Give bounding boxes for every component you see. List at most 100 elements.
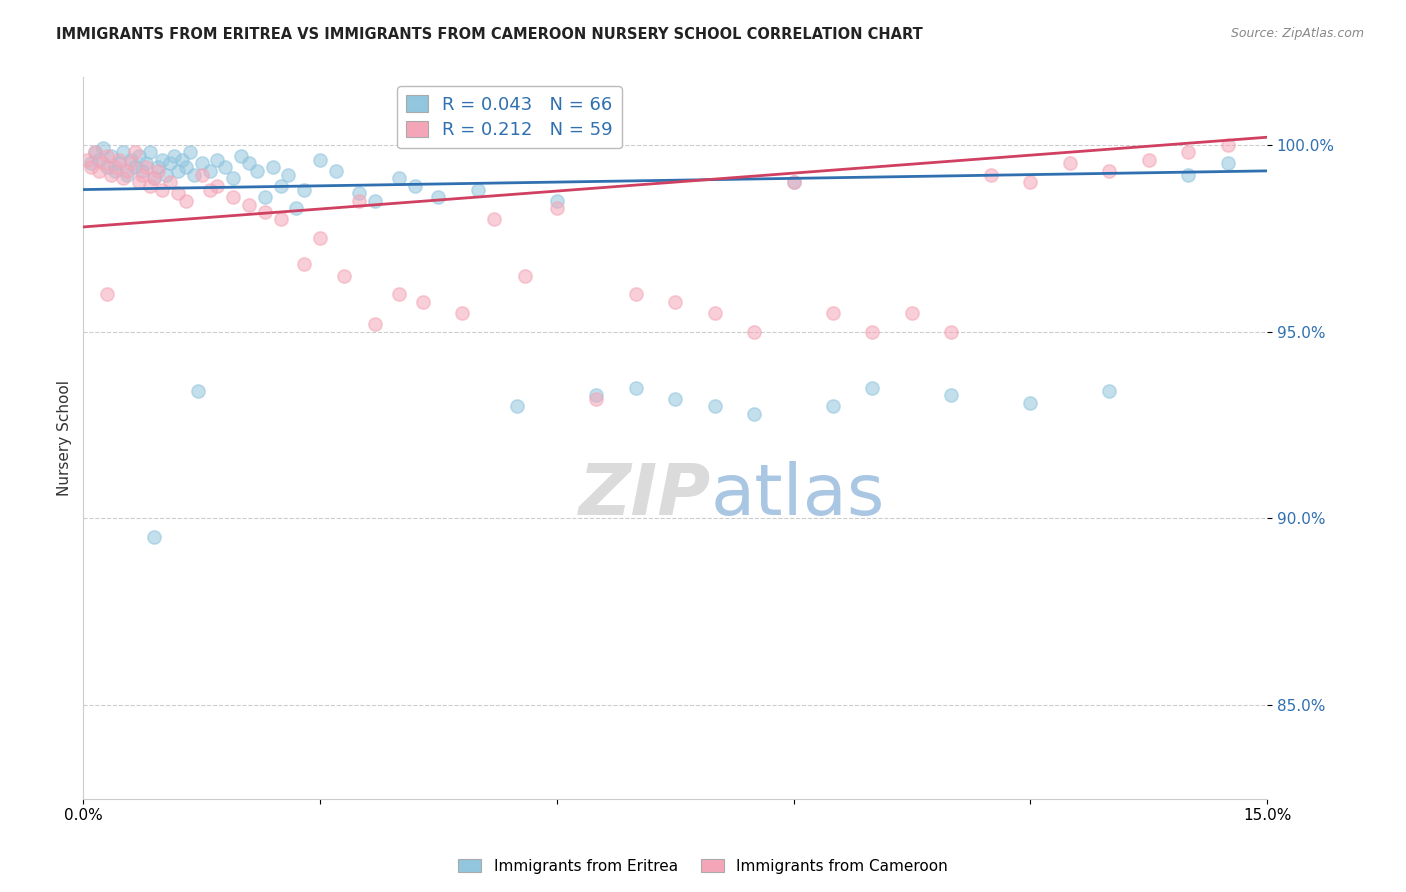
Point (111, 171, 134, 186)
Point (76, 153, 98, 167)
Point (404, 178, 426, 193)
Point (349, 186, 371, 201)
Text: IMMIGRANTS FROM ERITREA VS IMMIGRANTS FROM CAMEROON NURSERY SCHOOL CORRELATION C: IMMIGRANTS FROM ERITREA VS IMMIGRANTS FR… (56, 27, 922, 42)
Point (87, 153, 110, 167)
Point (174, 160, 197, 174)
Point (309, 231, 332, 245)
Point (128, 149, 150, 163)
Point (1177, 168, 1199, 182)
Point (96, 287, 118, 301)
Point (131, 164, 153, 178)
Point (1216, 137, 1239, 152)
Point (325, 164, 347, 178)
Point (246, 164, 269, 178)
Text: atlas: atlas (710, 461, 884, 531)
Point (1216, 156, 1239, 170)
Point (107, 153, 129, 167)
Point (107, 156, 129, 170)
Point (91, 156, 114, 170)
Point (277, 168, 299, 182)
Point (135, 160, 157, 174)
Point (183, 168, 205, 182)
Point (124, 145, 146, 160)
Point (309, 153, 332, 167)
Point (222, 171, 245, 186)
Point (150, 183, 173, 197)
Point (270, 212, 292, 227)
Point (115, 164, 138, 178)
Point (941, 325, 963, 339)
Point (506, 400, 529, 414)
Point (901, 306, 924, 320)
Point (412, 294, 434, 309)
Point (238, 156, 260, 170)
Point (703, 400, 725, 414)
Point (364, 317, 387, 331)
Y-axis label: Nursery School: Nursery School (58, 380, 72, 496)
Point (148, 160, 170, 174)
Legend: Immigrants from Eritrea, Immigrants from Cameroon: Immigrants from Eritrea, Immigrants from… (453, 853, 953, 880)
Point (980, 168, 1002, 182)
Point (207, 153, 229, 167)
Point (159, 175, 181, 189)
Point (115, 168, 138, 182)
Point (167, 186, 190, 201)
Point (111, 145, 134, 160)
Point (100, 168, 122, 182)
Point (941, 388, 963, 402)
Point (96, 149, 118, 163)
Point (546, 194, 568, 208)
Point (238, 197, 260, 211)
Point (179, 145, 201, 160)
Point (187, 384, 209, 399)
Point (124, 160, 146, 174)
Point (262, 160, 284, 174)
Point (285, 201, 308, 215)
Point (1059, 156, 1081, 170)
Point (821, 400, 844, 414)
Point (128, 175, 150, 189)
Point (546, 201, 568, 215)
Point (742, 325, 765, 339)
Text: ZIP: ZIP (578, 461, 710, 531)
Point (190, 156, 212, 170)
Point (120, 156, 142, 170)
Point (84, 145, 107, 160)
Point (135, 156, 157, 170)
Point (482, 212, 505, 227)
Point (862, 381, 884, 395)
Point (585, 392, 607, 406)
Point (198, 164, 221, 178)
Point (139, 145, 162, 160)
Point (148, 164, 170, 178)
Point (1019, 395, 1042, 409)
Point (664, 392, 686, 406)
Point (703, 306, 725, 320)
Point (159, 156, 181, 170)
Point (170, 153, 193, 167)
Point (198, 183, 221, 197)
Point (821, 306, 844, 320)
Point (84, 145, 107, 160)
Point (515, 268, 537, 283)
Point (150, 153, 173, 167)
Point (222, 190, 245, 204)
Point (143, 530, 166, 544)
Point (163, 149, 186, 163)
Point (80, 160, 103, 174)
Point (1177, 145, 1199, 160)
Point (427, 190, 450, 204)
Point (1098, 384, 1121, 399)
Point (782, 175, 804, 189)
Point (467, 183, 489, 197)
Point (388, 171, 411, 186)
Point (332, 268, 354, 283)
Point (143, 171, 166, 186)
Point (104, 160, 127, 174)
Point (1137, 153, 1160, 167)
Point (349, 194, 371, 208)
Point (292, 257, 315, 271)
Point (104, 164, 127, 178)
Point (207, 178, 229, 193)
Point (131, 168, 153, 182)
